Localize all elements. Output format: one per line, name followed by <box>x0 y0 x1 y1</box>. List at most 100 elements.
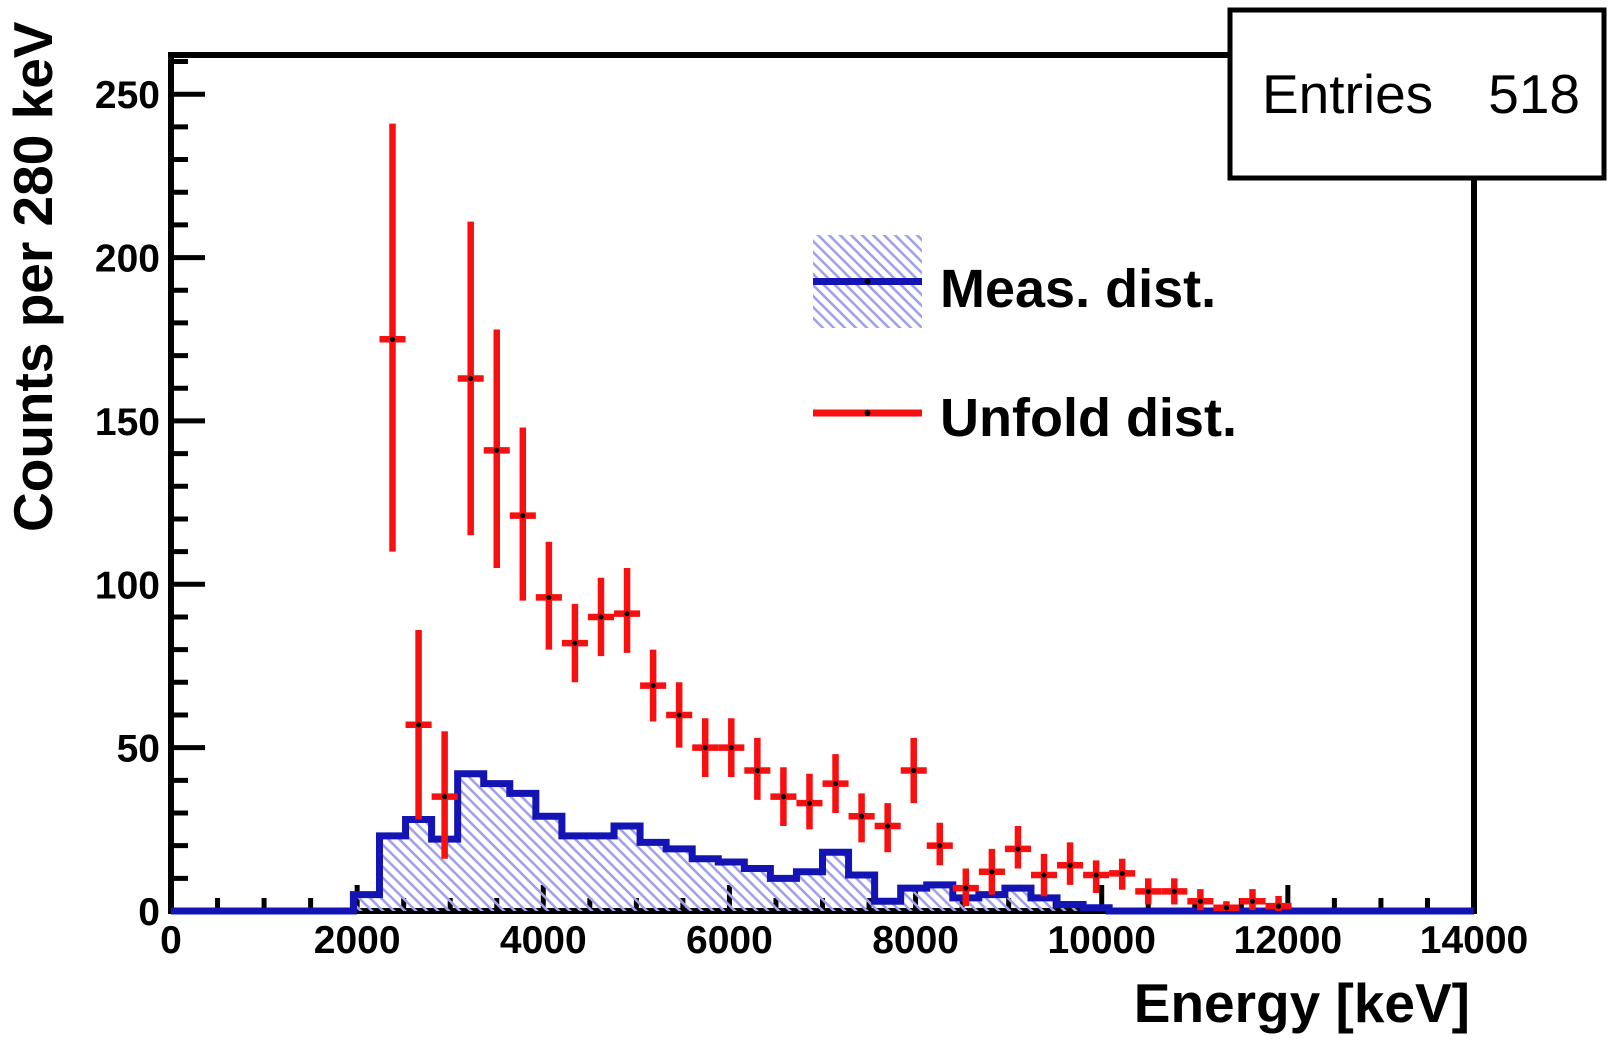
errorbar-point <box>431 731 458 859</box>
errorbar-point <box>379 123 406 552</box>
data-point-marker <box>572 640 578 646</box>
x-tick-label: 8000 <box>872 919 959 962</box>
data-point-marker <box>1119 870 1125 877</box>
errorbar-point <box>978 848 1005 895</box>
y-tick-label: 200 <box>95 238 160 281</box>
y-tick-label: 0 <box>138 891 160 934</box>
data-point-marker <box>963 885 969 891</box>
y-tick-label: 50 <box>117 728 160 771</box>
errorbar-point <box>718 718 745 778</box>
errorbar-point <box>1135 878 1162 905</box>
x-tick-label: 10000 <box>1047 919 1155 962</box>
y-tick-label: 150 <box>95 401 160 444</box>
data-point-marker <box>520 513 526 519</box>
x-tick-label: 4000 <box>500 919 587 962</box>
data-point-marker <box>911 767 917 774</box>
errorbar-point <box>587 577 615 657</box>
data-point-marker <box>1067 862 1073 868</box>
errorbar-point <box>952 868 979 907</box>
errorbar-point <box>744 737 771 800</box>
stats-entries-label: Entries <box>1262 63 1433 125</box>
data-point-marker <box>937 843 943 849</box>
data-point-marker <box>415 722 422 728</box>
data-point-marker <box>1197 898 1203 904</box>
data-point-marker <box>468 375 474 382</box>
errorbar-point <box>1239 889 1266 911</box>
x-tick-label: 2000 <box>314 919 401 962</box>
data-point-marker <box>1249 898 1256 904</box>
errorbar-point <box>483 329 510 568</box>
data-point-marker <box>676 712 682 718</box>
errorbar-point <box>692 718 719 778</box>
data-point-marker <box>832 780 839 787</box>
errorbar-point <box>1213 901 1240 911</box>
unfold-errorbars-layer <box>379 123 1292 911</box>
measured-histogram-outline <box>171 770 1474 915</box>
data-point-marker <box>1041 872 1047 878</box>
stats-box-frame <box>1227 7 1607 181</box>
data-point-marker <box>1093 872 1099 878</box>
data-point-marker <box>1145 888 1151 894</box>
errorbar-point <box>1109 858 1136 890</box>
data-point-marker <box>754 767 760 774</box>
stats-box: Entries 518 <box>1227 7 1607 181</box>
errorbar-point <box>796 773 823 830</box>
measured-histogram-layer <box>171 770 1474 915</box>
errorbar-point <box>535 541 562 650</box>
errorbar-point <box>561 603 588 683</box>
errorbar-point <box>1265 895 1292 911</box>
data-point-marker <box>702 745 708 751</box>
legend-unfold-marker <box>864 410 871 416</box>
errorbar-point <box>874 803 901 853</box>
errorbar-point <box>405 630 432 820</box>
data-point-marker <box>650 682 656 689</box>
data-point-marker <box>806 800 813 806</box>
y-tick-label: 100 <box>95 564 160 607</box>
errorbar-point <box>1083 860 1110 894</box>
data-point-marker <box>1275 903 1282 909</box>
errorbar-point <box>509 427 536 601</box>
errorbar-point <box>640 649 667 722</box>
data-point-marker <box>780 794 787 800</box>
errorbar-point <box>926 822 953 866</box>
legend: Meas. dist. Unfold dist. <box>813 235 1237 448</box>
errorbar-point <box>1187 889 1214 911</box>
legend-meas-label: Meas. dist. <box>940 259 1216 319</box>
x-axis-title: Energy [keV] <box>1134 972 1470 1034</box>
data-point-marker <box>1015 846 1021 852</box>
errorbar-point <box>614 567 641 653</box>
data-point-marker <box>989 869 995 875</box>
errorbar-point <box>848 793 875 843</box>
legend-meas-marker <box>864 278 871 285</box>
errorbar-point <box>1030 853 1058 897</box>
data-point-marker <box>728 745 734 751</box>
data-point-marker <box>885 823 891 829</box>
data-point-marker <box>442 794 448 800</box>
errorbar-point <box>900 737 927 804</box>
data-point-marker <box>389 336 396 342</box>
errorbar-point <box>457 221 484 536</box>
data-point-marker <box>1223 905 1230 911</box>
y-tick-label: 250 <box>95 74 160 117</box>
y-axis-title: Counts per 280 keV <box>2 21 64 532</box>
errorbar-point <box>1161 878 1188 905</box>
data-point-marker <box>1171 888 1177 894</box>
data-point-marker <box>624 611 630 617</box>
stats-entries-value: 518 <box>1488 63 1580 125</box>
x-tick-label: 12000 <box>1234 919 1342 962</box>
errorbar-point <box>822 754 849 813</box>
errorbar-point <box>770 767 797 827</box>
data-point-marker <box>598 614 604 620</box>
data-point-marker <box>858 813 865 819</box>
x-tick-label: 14000 <box>1420 919 1528 962</box>
errorbar-point <box>1057 842 1084 885</box>
x-tick-label: 6000 <box>686 919 773 962</box>
legend-unfold-label: Unfold dist. <box>940 388 1237 448</box>
measured-histogram-fill <box>171 773 1474 911</box>
data-point-marker <box>546 594 552 600</box>
data-point-marker <box>494 447 500 453</box>
x-tick-label: 0 <box>160 919 182 962</box>
errorbar-point <box>1004 826 1031 869</box>
